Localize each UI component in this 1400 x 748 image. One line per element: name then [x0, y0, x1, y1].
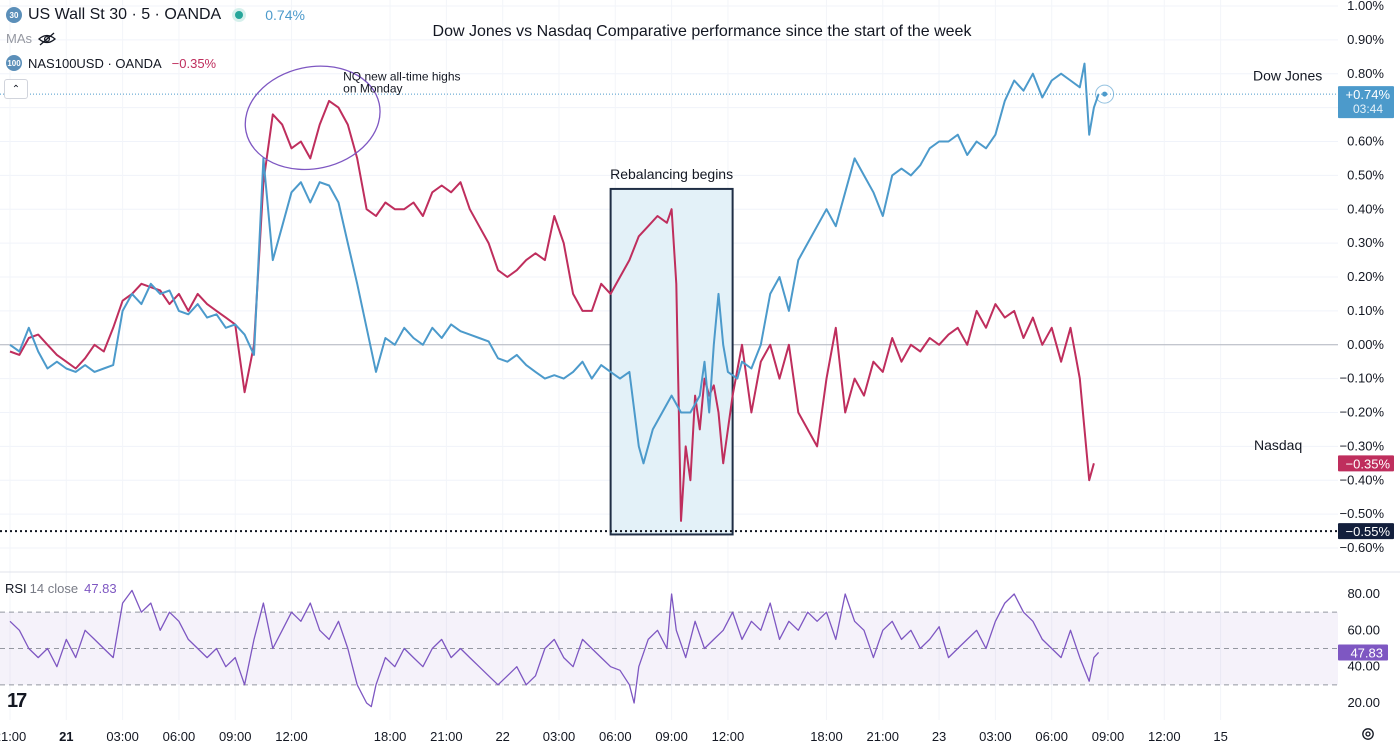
nasdaq-series-label: Nasdaq	[1254, 437, 1302, 453]
x-axis-label: 21:00	[866, 729, 899, 743]
x-axis-label: 18:00	[810, 729, 843, 743]
mas-legend[interactable]: MAs	[6, 31, 56, 46]
x-axis-label: 23	[932, 729, 946, 743]
y-axis-label: −0.10%	[1340, 371, 1385, 386]
dow-last-point-halo	[1095, 84, 1115, 104]
x-axis-label: 18:00	[374, 729, 407, 743]
y-axis-label: −0.60%	[1340, 540, 1385, 555]
x-axis-label: 22	[495, 729, 509, 743]
ath-note-line1: NQ new all-time highs	[343, 70, 460, 84]
gear-icon[interactable]	[1360, 726, 1376, 742]
marker-price-badge: −0.55%	[1346, 524, 1391, 539]
y-axis-label: −0.30%	[1340, 438, 1385, 453]
x-axis-label: 06:00	[1035, 729, 1068, 743]
ath-ellipse[interactable]	[236, 54, 390, 182]
dow-last-point[interactable]	[1102, 91, 1108, 97]
y-axis-label: 1.00%	[1347, 0, 1384, 13]
symbol-title[interactable]: US Wall St 30 · 5 · OANDA	[28, 6, 222, 23]
x-axis-label: 15	[1213, 729, 1227, 743]
x-axis-label: 21	[59, 729, 73, 743]
y-axis-label: 0.60%	[1347, 134, 1384, 149]
rsi-legend[interactable]: RSI 14 close 47.83	[5, 581, 117, 596]
x-axis-label: 03:00	[543, 729, 576, 743]
x-axis-label: 09:00	[1092, 729, 1125, 743]
rsi-legend-value: 47.83	[84, 581, 117, 596]
x-axis-label: 03:00	[106, 729, 139, 743]
y-axis-label: 0.80%	[1347, 66, 1384, 81]
chevron-up-icon: ⌃	[11, 83, 21, 95]
y-axis-label: −0.20%	[1340, 405, 1385, 420]
x-axis-label: 09:00	[219, 729, 252, 743]
rsi-axis-label: 60.00	[1347, 622, 1380, 637]
y-axis-label: 0.50%	[1347, 167, 1384, 182]
marker-price-badge-bg	[1338, 523, 1394, 540]
rebalancing-label: Rebalancing begins	[610, 166, 733, 182]
symbol-change: 0.74%	[265, 7, 305, 23]
y-axis-label: 0.00%	[1347, 337, 1384, 352]
dow-price-badge-bg	[1338, 86, 1394, 119]
ath-note-line2: on Monday	[343, 82, 402, 96]
y-axis-label: 0.40%	[1347, 201, 1384, 216]
dow-series-label: Dow Jones	[1253, 68, 1322, 84]
dow-countdown: 03:44	[1353, 102, 1383, 116]
rebalancing-box[interactable]	[609, 187, 734, 536]
nasdaq-line[interactable]	[9, 99, 1095, 522]
x-axis-label: 03:00	[979, 729, 1012, 743]
x-axis-label: 12:00	[1148, 729, 1181, 743]
rsi-legend-params: 14 close	[29, 581, 79, 596]
tradingview-logo-icon[interactable]: 17	[7, 690, 27, 712]
x-axis-label: 06:00	[599, 729, 632, 743]
y-axis-label: 0.90%	[1347, 32, 1384, 47]
collapse-legend-button[interactable]: ⌃	[4, 79, 28, 99]
y-axis-label: −0.40%	[1340, 472, 1385, 487]
symbol-badge: 30	[6, 7, 22, 23]
rsi-axis-label: 40.00	[1347, 659, 1380, 674]
nasdaq-price-badge: −0.35%	[1346, 456, 1391, 471]
nasdaq-price-badge-bg	[1338, 455, 1394, 472]
main-legend[interactable]: 30 US Wall St 30 · 5 · OANDA 0.74%	[6, 6, 305, 24]
nq-badge: 100	[6, 55, 22, 71]
x-axis-label: 21:00	[0, 729, 26, 743]
chart-title: Dow Jones vs Nasdaq Comparative performa…	[433, 23, 973, 40]
market-open-icon	[235, 11, 244, 19]
nq-change: −0.35%	[171, 55, 217, 71]
x-axis-label: 21:00	[430, 729, 463, 743]
x-axis-label: 12:00	[275, 729, 308, 743]
rsi-axis-label: 80.00	[1347, 586, 1380, 601]
y-axis-label: 0.30%	[1347, 235, 1384, 250]
rsi-value-badge: 47.83	[1350, 645, 1383, 660]
x-axis-label: 06:00	[163, 729, 196, 743]
eye-hidden-icon[interactable]	[38, 32, 56, 46]
rsi-value-badge-bg	[1338, 644, 1388, 661]
rsi-axis-label: 20.00	[1347, 695, 1380, 710]
y-axis-label: −0.50%	[1340, 506, 1385, 521]
nq-title[interactable]: NAS100USD · OANDA	[28, 55, 162, 71]
dow-jones-line[interactable]	[9, 62, 1100, 465]
y-axis-label: 0.10%	[1347, 303, 1384, 318]
nq-legend[interactable]: 100 NAS100USD · OANDA −0.35%	[6, 55, 216, 71]
mas-label: MAs	[6, 31, 32, 46]
rsi-legend-label: RSI	[5, 581, 27, 596]
y-axis-label: 0.20%	[1347, 269, 1384, 284]
x-axis-label: 09:00	[655, 729, 688, 743]
x-axis-label: 12:00	[712, 729, 745, 743]
rsi-line[interactable]	[9, 589, 1100, 708]
dow-price-badge: +0.74%	[1346, 87, 1391, 102]
